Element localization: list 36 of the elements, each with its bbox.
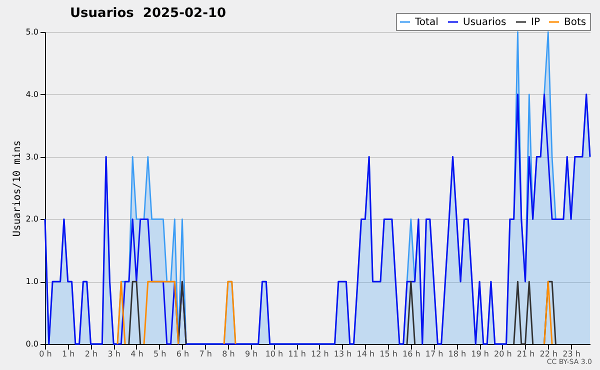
x-tick-label: 0 h bbox=[39, 350, 52, 358]
legend-label: Bots bbox=[564, 17, 586, 28]
x-tick-label: 3 h bbox=[108, 350, 120, 358]
x-tick-label: 19 h bbox=[471, 350, 489, 358]
x-tick-label: 11 h bbox=[288, 350, 306, 358]
x-tick-label: 12 h bbox=[311, 350, 329, 358]
y-tick-label: 5.0 bbox=[26, 28, 38, 36]
x-tick-label: 18 h bbox=[448, 350, 466, 358]
chart-title: Usuarios 2025-02-10 bbox=[70, 6, 226, 21]
x-tick-label: 8 h bbox=[222, 350, 235, 358]
x-tick-label: 6 h bbox=[176, 350, 190, 358]
y-tick-label: 2.0 bbox=[26, 214, 38, 224]
x-tick-label: 9 h bbox=[244, 350, 258, 358]
y-axis-title: Usuarios/10 mins bbox=[12, 140, 23, 237]
x-tick-label: 4 h bbox=[130, 350, 144, 358]
x-tick-label: 14 h bbox=[356, 350, 375, 358]
x-tick-label: 20 h bbox=[494, 350, 512, 358]
legend-label: IP bbox=[531, 17, 540, 28]
x-tick-label: 17 h bbox=[425, 350, 444, 358]
x-tick-label: 10 h bbox=[265, 350, 284, 358]
x-tick-label: 1 h bbox=[62, 350, 75, 358]
y-tick-label: 3.0 bbox=[26, 152, 38, 162]
x-tick-label: 16 h bbox=[402, 350, 420, 358]
x-tick-label: 22 h bbox=[540, 350, 558, 358]
y-tick-label: 4.0 bbox=[26, 90, 38, 99]
x-tick-label: 15 h bbox=[380, 350, 398, 358]
legend-label: Usuarios bbox=[463, 17, 506, 28]
x-tick-label: 7 h bbox=[199, 350, 212, 358]
x-tick-label: 5 h bbox=[154, 350, 166, 358]
x-tick-label: 13 h bbox=[334, 350, 352, 358]
x-tick-label: 23 h bbox=[562, 350, 580, 358]
y-tick-label: 0.0 bbox=[26, 340, 38, 348]
x-tick-label: 21 h bbox=[516, 350, 535, 358]
y-tick-label: 1.0 bbox=[26, 277, 38, 286]
legend-label: Total bbox=[414, 17, 438, 28]
x-tick-label: 2 h bbox=[84, 350, 98, 358]
